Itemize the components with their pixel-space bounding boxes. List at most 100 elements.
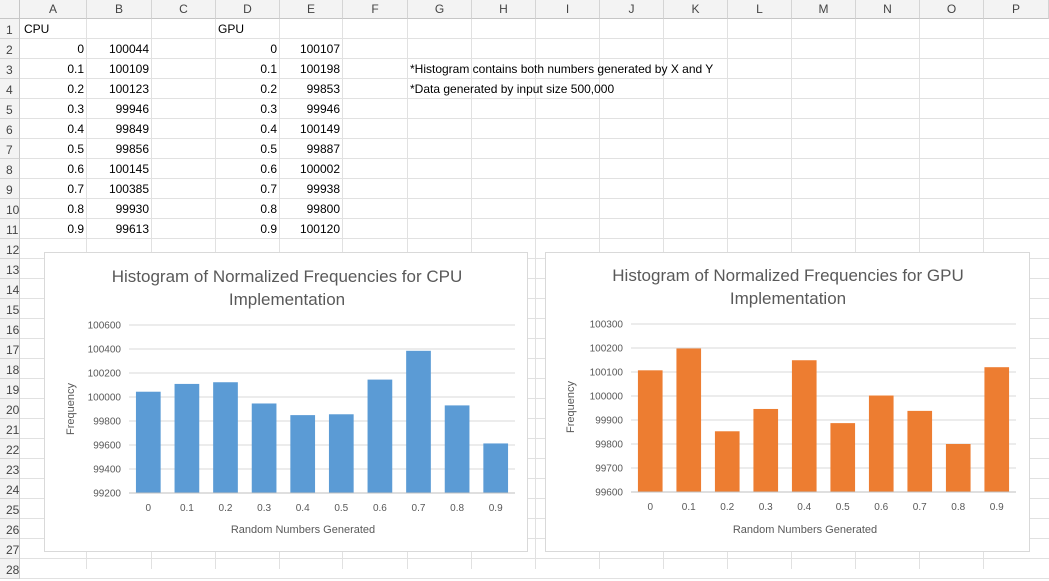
bar[interactable] <box>868 395 894 492</box>
row-header[interactable]: 12 <box>0 239 20 259</box>
bar[interactable] <box>174 383 200 493</box>
column-header[interactable]: N <box>856 0 920 19</box>
row-header[interactable]: 27 <box>0 539 20 559</box>
gpu-freq-cell[interactable]: 99946 <box>306 102 340 116</box>
cpu-freq-cell[interactable]: 99930 <box>115 202 149 216</box>
gpu-freq-cell[interactable]: 100002 <box>299 162 340 176</box>
cpu-x-cell[interactable]: 0.3 <box>67 102 84 116</box>
cpu-freq-cell[interactable]: 99613 <box>115 222 149 236</box>
cpu-x-cell[interactable]: 0.6 <box>67 162 84 176</box>
row-header[interactable]: 25 <box>0 499 20 519</box>
row-header[interactable]: 16 <box>0 319 20 339</box>
bar[interactable] <box>328 414 354 493</box>
cell-d1-gpu-header[interactable]: GPU <box>218 22 245 36</box>
row-header[interactable]: 17 <box>0 339 20 359</box>
row-header[interactable]: 13 <box>0 259 20 279</box>
row-header[interactable]: 1 <box>0 19 20 39</box>
row-header[interactable]: 2 <box>0 39 20 59</box>
row-header[interactable]: 3 <box>0 59 20 79</box>
column-header[interactable]: G <box>408 0 472 19</box>
cpu-x-cell[interactable]: 0.1 <box>67 62 84 76</box>
gpu-x-cell[interactable]: 0.8 <box>260 202 277 216</box>
gpu-freq-cell[interactable]: 100120 <box>299 222 340 236</box>
gpu-x-cell[interactable]: 0.7 <box>260 182 277 196</box>
row-header[interactable]: 28 <box>0 559 20 579</box>
row-header[interactable]: 21 <box>0 419 20 439</box>
gpu-x-cell[interactable]: 0.6 <box>260 162 277 176</box>
bar[interactable] <box>714 431 740 492</box>
column-header[interactable]: H <box>472 0 536 19</box>
cpu-x-cell[interactable]: 0.2 <box>67 82 84 96</box>
cpu-x-cell[interactable]: 0.7 <box>67 182 84 196</box>
cpu-x-cell[interactable]: 0.5 <box>67 142 84 156</box>
gpu-freq-cell[interactable]: 100198 <box>299 62 340 76</box>
column-header[interactable]: C <box>152 0 216 19</box>
column-header[interactable]: F <box>343 0 408 19</box>
gpu-freq-cell[interactable]: 99938 <box>306 182 340 196</box>
cpu-x-cell[interactable]: 0.4 <box>67 122 84 136</box>
cpu-x-cell[interactable]: 0 <box>77 42 84 56</box>
column-header[interactable]: M <box>792 0 856 19</box>
column-header[interactable]: A <box>20 0 87 19</box>
column-header[interactable]: E <box>280 0 343 19</box>
bar[interactable] <box>984 367 1010 492</box>
gpu-x-cell[interactable]: 0.3 <box>260 102 277 116</box>
cpu-freq-cell[interactable]: 100385 <box>108 182 149 196</box>
column-header[interactable]: D <box>216 0 280 19</box>
gpu-x-cell[interactable]: 0.9 <box>260 222 277 236</box>
gpu-freq-cell[interactable]: 99800 <box>306 202 340 216</box>
cell-a1-cpu-header[interactable]: CPU <box>24 22 50 36</box>
row-header[interactable]: 14 <box>0 279 20 299</box>
cpu-freq-cell[interactable]: 99946 <box>115 102 149 116</box>
row-header[interactable]: 15 <box>0 299 20 319</box>
row-header[interactable]: 18 <box>0 359 20 379</box>
bar[interactable] <box>251 403 277 493</box>
row-header[interactable]: 4 <box>0 79 20 99</box>
note-input-size[interactable]: *Data generated by input size 500,000 <box>410 82 615 96</box>
bar[interactable] <box>830 423 856 492</box>
gpu-x-cell[interactable]: 0.2 <box>260 82 277 96</box>
bar[interactable] <box>483 443 509 493</box>
bar[interactable] <box>637 370 663 492</box>
row-header[interactable]: 8 <box>0 159 20 179</box>
row-header[interactable]: 20 <box>0 399 20 419</box>
bar[interactable] <box>907 410 933 492</box>
row-header[interactable]: 26 <box>0 519 20 539</box>
gpu-freq-cell[interactable]: 99887 <box>306 142 340 156</box>
bar[interactable] <box>135 391 161 493</box>
cpu-x-cell[interactable]: 0.9 <box>67 222 84 236</box>
column-header[interactable]: I <box>536 0 600 19</box>
note-histogram[interactable]: *Histogram contains both numbers generat… <box>410 62 714 76</box>
row-header[interactable]: 11 <box>0 219 20 239</box>
bar[interactable] <box>676 348 702 492</box>
column-header[interactable]: J <box>600 0 664 19</box>
row-header[interactable]: 7 <box>0 139 20 159</box>
gpu-freq-cell[interactable]: 100149 <box>299 122 340 136</box>
cpu-freq-cell[interactable]: 99849 <box>115 122 149 136</box>
row-header[interactable]: 23 <box>0 459 20 479</box>
gpu-x-cell[interactable]: 0.5 <box>260 142 277 156</box>
bar[interactable] <box>945 444 971 492</box>
select-all-corner[interactable] <box>0 0 20 19</box>
bar[interactable] <box>406 350 431 493</box>
row-header[interactable]: 6 <box>0 119 20 139</box>
bar[interactable] <box>290 415 316 493</box>
bar[interactable] <box>791 360 817 492</box>
row-header[interactable]: 9 <box>0 179 20 199</box>
gpu-x-cell[interactable]: 0 <box>270 42 277 56</box>
column-header[interactable]: O <box>920 0 984 19</box>
gpu-freq-cell[interactable]: 100107 <box>299 42 340 56</box>
cpu-freq-cell[interactable]: 100044 <box>108 42 149 56</box>
bar[interactable] <box>753 408 779 492</box>
cpu-freq-cell[interactable]: 100123 <box>108 82 149 96</box>
cpu-histogram-chart[interactable]: Histogram of Normalized Frequencies for … <box>44 252 528 552</box>
bar[interactable] <box>367 379 393 493</box>
cpu-freq-cell[interactable]: 99856 <box>115 142 149 156</box>
gpu-freq-cell[interactable]: 99853 <box>306 82 340 96</box>
row-header[interactable]: 5 <box>0 99 20 119</box>
bar[interactable] <box>444 405 470 493</box>
column-header[interactable]: P <box>984 0 1049 19</box>
cpu-freq-cell[interactable]: 100109 <box>108 62 149 76</box>
column-header[interactable]: L <box>728 0 792 19</box>
